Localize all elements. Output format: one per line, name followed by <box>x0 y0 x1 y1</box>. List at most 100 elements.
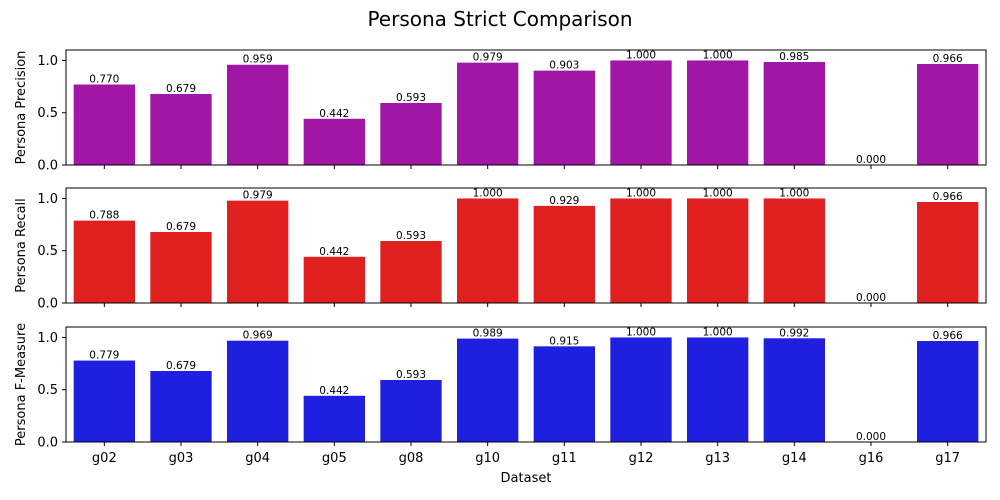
bar-g12 <box>610 337 672 442</box>
bar-g04 <box>227 200 289 303</box>
x-tick-label-g08: g08 <box>399 451 424 466</box>
data-label-g16: 0.000 <box>856 154 886 166</box>
data-label-g12: 1.000 <box>626 326 656 338</box>
data-label-g11: 0.915 <box>549 335 579 347</box>
x-tick-label-g12: g12 <box>629 451 654 466</box>
panel-2: 0.788 0.679 0.979 0.442 0.593 1.000 0.929 1.000… <box>14 187 987 312</box>
bar-g11 <box>533 205 595 303</box>
x-tick-label-g04: g04 <box>245 451 270 466</box>
bar-g14 <box>763 198 825 303</box>
plot-frame <box>65 187 987 304</box>
bar-g04 <box>227 340 289 442</box>
bar-g03 <box>150 232 212 303</box>
bar-g10 <box>457 62 519 165</box>
data-label-g12: 1.000 <box>626 187 656 199</box>
bar-g08 <box>380 103 442 165</box>
x-tick-label-g11: g11 <box>552 451 577 466</box>
x-tick-label-g10: g10 <box>475 451 500 466</box>
y-tick-label: 0.0 <box>37 436 58 451</box>
bar-g05 <box>303 256 365 303</box>
data-label-g11: 0.903 <box>549 60 579 72</box>
data-label-g14: 1.000 <box>779 187 809 199</box>
data-label-g16: 0.000 <box>856 431 886 443</box>
data-label-g14: 0.992 <box>779 327 809 339</box>
data-label-g13: 1.000 <box>703 326 733 338</box>
bar-g17 <box>917 341 979 442</box>
plot-frame <box>65 49 987 166</box>
data-label-g14: 0.985 <box>779 51 809 63</box>
data-label-g10: 0.989 <box>473 328 503 340</box>
data-label-g17: 0.966 <box>933 53 963 65</box>
data-label-g13: 1.000 <box>703 187 733 199</box>
bar-g04 <box>227 64 289 165</box>
bar-g17 <box>917 64 979 165</box>
y-axis-label: Persona F-Measure <box>14 323 29 446</box>
y-tick-label: 1.0 <box>37 331 58 346</box>
data-label-g02: 0.770 <box>89 74 119 86</box>
y-axis-label: Persona Precision <box>14 51 29 165</box>
x-tick-label-g05: g05 <box>322 451 347 466</box>
bar-g05 <box>303 395 365 442</box>
data-label-g03: 0.679 <box>166 221 196 233</box>
bar-g10 <box>457 338 519 442</box>
y-axis-label: Persona Recall <box>14 198 29 293</box>
bar-g17 <box>917 202 979 303</box>
bar-g10 <box>457 198 519 303</box>
bar-g12 <box>610 60 672 166</box>
y-tick-label: 1.0 <box>37 192 58 207</box>
data-label-g11: 0.929 <box>549 195 579 207</box>
x-tick-label-g17: g17 <box>935 451 960 466</box>
x-tick-labels: g02 g03 g04 g05 g08 g10 g11 g12 g13 g14 g16 g17 <box>92 451 960 466</box>
data-label-g08: 0.593 <box>396 230 426 242</box>
bar-g02 <box>73 220 135 303</box>
x-tick-label-g14: g14 <box>782 451 807 466</box>
bar-g08 <box>380 380 442 442</box>
bar-g11 <box>533 346 595 442</box>
data-label-g02: 0.788 <box>89 210 119 222</box>
x-tick-label-g03: g03 <box>169 451 194 466</box>
y-tick-label: 0.5 <box>37 106 58 121</box>
data-label-g13: 1.000 <box>703 49 733 61</box>
y-tick-label: 1.0 <box>37 54 58 69</box>
bar-g13 <box>687 198 749 303</box>
x-tick-label-g02: g02 <box>92 451 117 466</box>
y-tick-label: 0.0 <box>37 159 58 174</box>
bar-g11 <box>533 70 595 165</box>
data-label-g12: 1.000 <box>626 49 656 61</box>
bar-g13 <box>687 337 749 442</box>
data-label-g04: 0.959 <box>243 54 273 66</box>
bar-g14 <box>763 62 825 165</box>
chart-title: Persona Strict Comparison <box>367 7 632 31</box>
data-label-g03: 0.679 <box>166 360 196 372</box>
x-tick-label-g16: g16 <box>859 451 884 466</box>
data-label-g04: 0.979 <box>243 190 273 202</box>
data-label-g05: 0.442 <box>319 385 349 397</box>
data-label-g17: 0.966 <box>933 330 963 342</box>
data-label-g10: 1.000 <box>473 187 503 199</box>
data-label-g08: 0.593 <box>396 92 426 104</box>
y-tick-label: 0.5 <box>37 244 58 259</box>
bar-g02 <box>73 360 135 442</box>
panel-1: 0.770 0.679 0.959 0.442 0.593 0.979 0.903 1.000… <box>14 49 987 174</box>
data-label-g16: 0.000 <box>856 292 886 304</box>
data-label-g02: 0.779 <box>89 350 119 362</box>
bar-g03 <box>150 371 212 442</box>
x-axis-label: Dataset <box>501 471 552 486</box>
x-tick-label-g13: g13 <box>705 451 730 466</box>
data-label-g05: 0.442 <box>319 108 349 120</box>
data-label-g05: 0.442 <box>319 246 349 258</box>
bar-g03 <box>150 94 212 165</box>
y-tick-label: 0.0 <box>37 297 58 312</box>
data-label-g10: 0.979 <box>473 52 503 64</box>
panel-3: 0.779 0.679 0.969 0.442 0.593 0.989 0.915 1.000… <box>14 323 987 451</box>
data-label-g04: 0.969 <box>243 330 273 342</box>
bar-g05 <box>303 118 365 165</box>
bar-g13 <box>687 60 749 166</box>
plot-frame <box>65 326 987 443</box>
bar-g02 <box>73 84 135 165</box>
bar-g12 <box>610 198 672 303</box>
bar-g08 <box>380 241 442 303</box>
chart-panels: 0.770 0.679 0.959 0.442 0.593 0.979 0.903 1.000… <box>14 49 987 466</box>
data-label-g08: 0.593 <box>396 369 426 381</box>
